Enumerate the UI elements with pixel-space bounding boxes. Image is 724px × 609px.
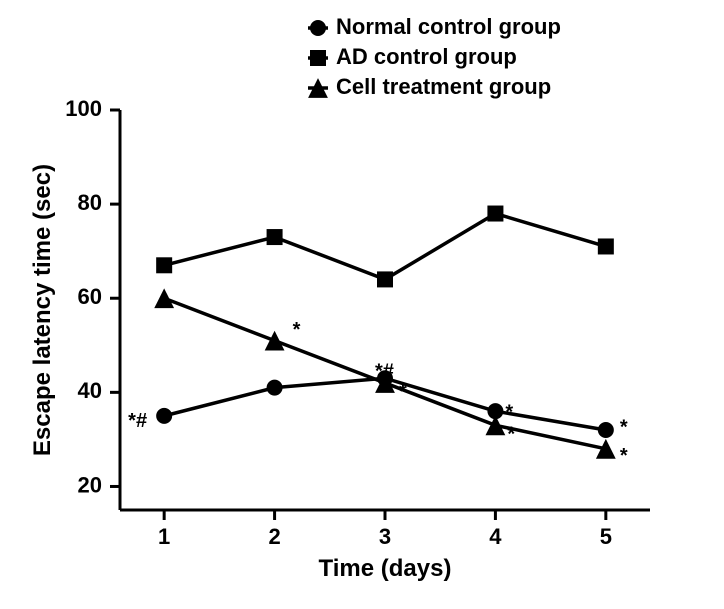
legend-label: Normal control group xyxy=(336,14,561,39)
x-axis-label: Time (days) xyxy=(319,555,452,582)
y-axis-label: Escape latency time (sec) xyxy=(29,164,56,456)
y-tick-label: 20 xyxy=(78,472,102,497)
data-annotation: * xyxy=(620,445,628,467)
data-annotation: * xyxy=(505,401,513,423)
x-tick-label: 2 xyxy=(268,524,280,549)
x-tick-label: 1 xyxy=(158,524,170,549)
y-tick-label: 40 xyxy=(78,378,102,403)
y-tick-label: 80 xyxy=(78,190,102,215)
data-annotation: * xyxy=(399,381,407,403)
x-tick-label: 4 xyxy=(489,524,502,549)
x-tick-label: 5 xyxy=(600,524,612,549)
data-annotation: * xyxy=(507,424,515,446)
legend-label: Cell treatment group xyxy=(336,74,551,99)
data-annotation: * xyxy=(293,319,301,341)
data-annotation: *# xyxy=(128,410,147,432)
x-tick-label: 3 xyxy=(379,524,391,549)
legend-label: AD control group xyxy=(336,44,517,69)
chart-container: 20 40 60 80 100 1 2 3 4 5 Time (days) Escape latenc… xyxy=(0,0,724,609)
y-tick-label: 60 xyxy=(78,284,102,309)
y-tick-label: 100 xyxy=(65,96,102,121)
line-chart: 20 40 60 80 100 1 2 3 4 5 Time (days) Escape latenc… xyxy=(0,0,724,609)
data-annotation: * xyxy=(620,416,628,438)
